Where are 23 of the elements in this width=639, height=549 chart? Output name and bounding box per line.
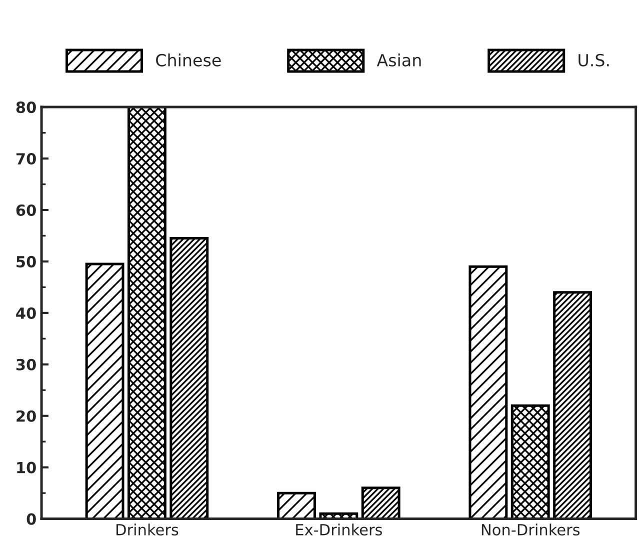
bar xyxy=(277,492,316,519)
bar xyxy=(170,237,209,519)
bar xyxy=(128,107,166,519)
y-tick-label: 80 xyxy=(16,102,36,114)
y-tick-label: 40 xyxy=(16,307,36,319)
x-tick-label: Ex-Drinkers xyxy=(296,524,382,536)
legend-label: U.S. xyxy=(578,54,609,66)
y-tick-label: 30 xyxy=(16,358,36,370)
bar xyxy=(553,291,592,519)
y-tick-label: 20 xyxy=(16,410,36,422)
x-tick-label: Drinkers xyxy=(116,524,178,536)
y-tick-label: 0 xyxy=(26,513,36,525)
legend-label: Asian xyxy=(376,54,421,66)
legend-label: Chinese xyxy=(156,54,221,66)
bar xyxy=(85,262,124,519)
y-tick-label: 10 xyxy=(17,462,36,474)
y-tick-label: 70 xyxy=(16,152,36,165)
x-tick-label: Non-Drinkers xyxy=(482,524,580,536)
y-tick-label: 60 xyxy=(16,204,36,216)
bar xyxy=(468,265,508,519)
bar xyxy=(510,404,550,519)
y-tick-label: 50 xyxy=(16,256,36,268)
bar xyxy=(361,486,400,519)
